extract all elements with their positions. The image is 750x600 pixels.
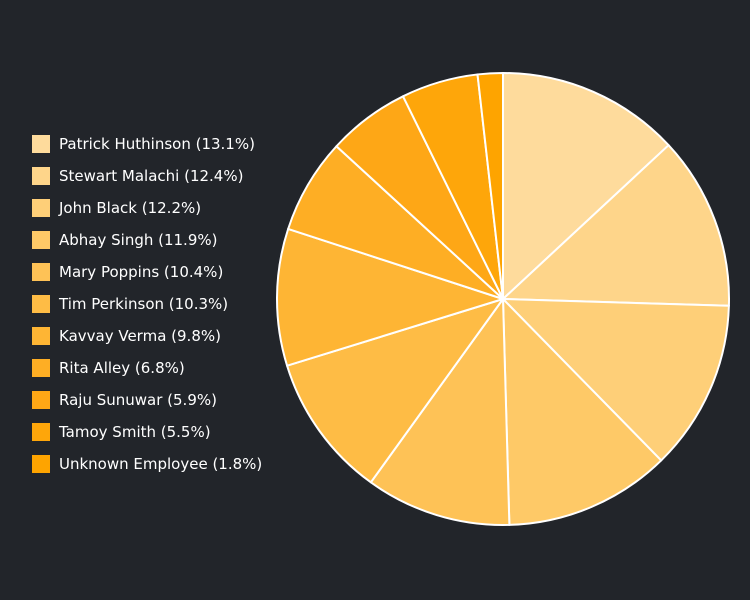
- pie-slice[interactable]: John Black (12.2%): [502, 298, 730, 462]
- legend-swatch: [32, 263, 50, 281]
- pie-slice[interactable]: Mary Poppins (10.4%): [369, 298, 511, 526]
- legend-item[interactable]: John Black (12.2%): [32, 192, 262, 224]
- legend-swatch: [32, 359, 50, 377]
- pie-slice[interactable]: Kavvay Verma (9.8%): [276, 227, 504, 367]
- legend-label: Tamoy Smith (5.5%): [59, 423, 211, 441]
- legend-item[interactable]: Tim Perkinson (10.3%): [32, 288, 262, 320]
- legend-item[interactable]: Stewart Malachi (12.4%): [32, 160, 262, 192]
- legend-label: Raju Sunuwar (5.9%): [59, 391, 217, 409]
- legend-label: Stewart Malachi (12.4%): [59, 167, 244, 185]
- pie-slice[interactable]: Unknown Employee (1.8%): [476, 72, 504, 300]
- legend-label: Patrick Huthinson (13.1%): [59, 135, 255, 153]
- legend-swatch: [32, 455, 50, 473]
- legend-swatch: [32, 135, 50, 153]
- pie-slice[interactable]: Stewart Malachi (12.4%): [502, 144, 730, 307]
- legend-swatch: [32, 167, 50, 185]
- pie-slice[interactable]: Abhay Singh (11.9%): [502, 298, 663, 526]
- legend-item[interactable]: Raju Sunuwar (5.9%): [32, 384, 262, 416]
- legend-swatch: [32, 295, 50, 313]
- legend-item[interactable]: Kavvay Verma (9.8%): [32, 320, 262, 352]
- legend-swatch: [32, 327, 50, 345]
- legend-label: Abhay Singh (11.9%): [59, 231, 218, 249]
- legend-label: Tim Perkinson (10.3%): [59, 295, 229, 313]
- legend-swatch: [32, 423, 50, 441]
- legend-label: Rita Alley (6.8%): [59, 359, 185, 377]
- legend-swatch: [32, 231, 50, 249]
- pie-slice[interactable]: Tim Perkinson (10.3%): [286, 298, 504, 484]
- legend-swatch: [32, 199, 50, 217]
- legend-item[interactable]: Patrick Huthinson (13.1%): [32, 128, 262, 160]
- legend-swatch: [32, 391, 50, 409]
- legend-label: Kavvay Verma (9.8%): [59, 327, 221, 345]
- legend-label: Mary Poppins (10.4%): [59, 263, 224, 281]
- pie-slice[interactable]: Patrick Huthinson (13.1%): [502, 72, 670, 300]
- legend-item[interactable]: Tamoy Smith (5.5%): [32, 416, 262, 448]
- legend-item[interactable]: Rita Alley (6.8%): [32, 352, 262, 384]
- legend-label: Unknown Employee (1.8%): [59, 455, 263, 473]
- legend-item[interactable]: Mary Poppins (10.4%): [32, 256, 262, 288]
- legend-label: John Black (12.2%): [59, 199, 202, 217]
- legend-item[interactable]: Abhay Singh (11.9%): [32, 224, 262, 256]
- legend: Patrick Huthinson (13.1%) Stewart Malachi…: [32, 128, 262, 480]
- legend-item[interactable]: Unknown Employee (1.8%): [32, 448, 262, 480]
